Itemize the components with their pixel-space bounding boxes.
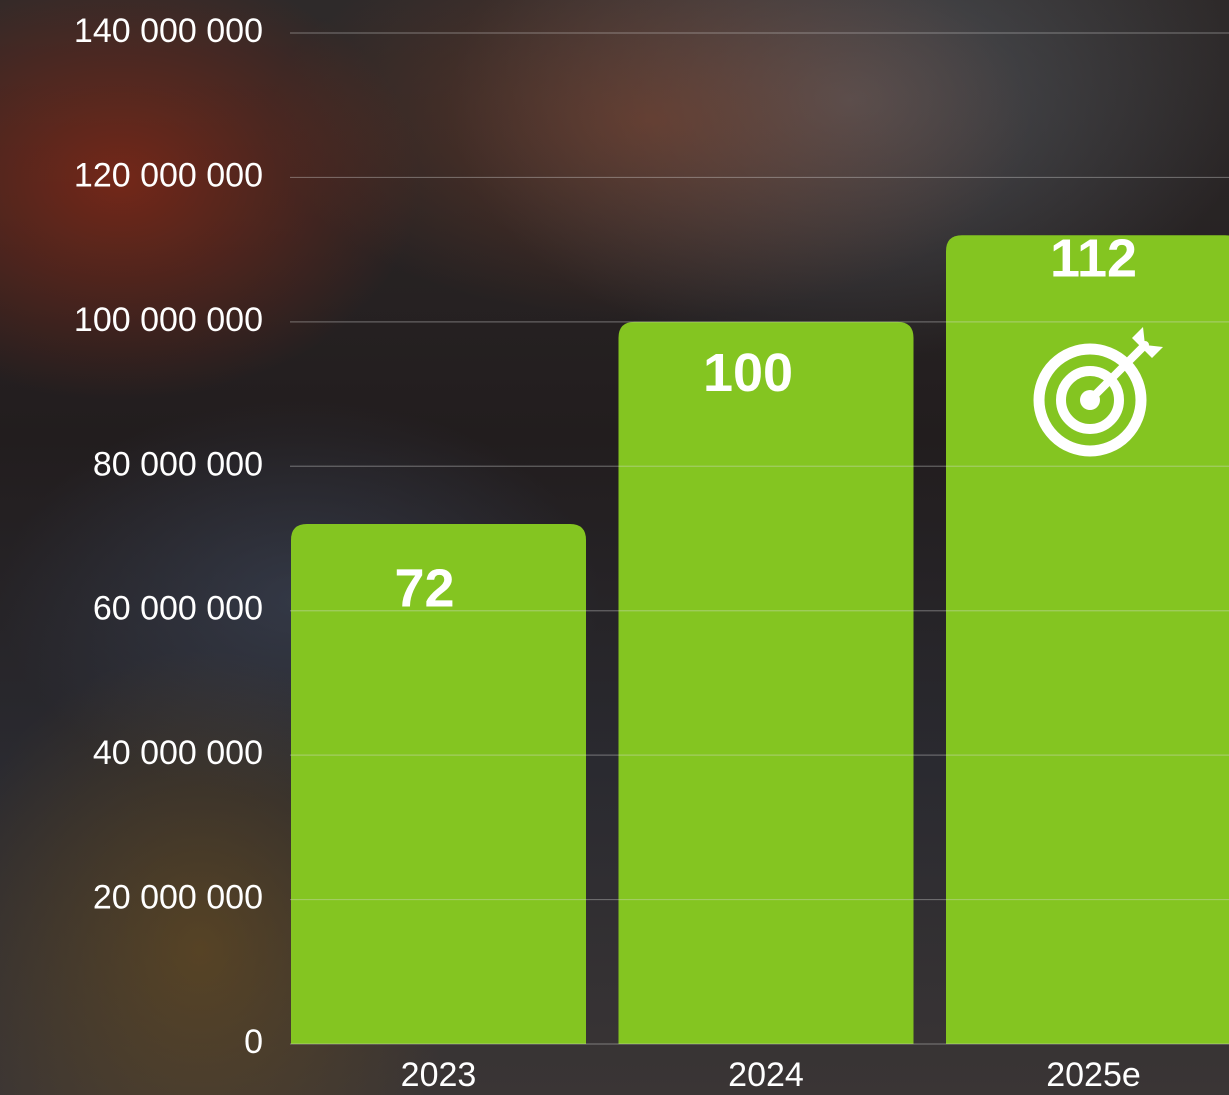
x-tick-label: 2024 — [728, 1056, 804, 1094]
value-label: 112 — [1050, 228, 1137, 288]
page: 0 20 000 000 40 000 000 60 000 000 80 000 00… — [0, 0, 1229, 1095]
value-label: 72 — [394, 558, 454, 618]
x-tick-label: 2023 — [401, 1056, 477, 1094]
y-tick-label: 140 000 000 — [74, 12, 263, 50]
y-tick-label: 40 000 000 — [93, 734, 263, 772]
bar — [946, 235, 1229, 1044]
y-tick-label: 120 000 000 — [74, 156, 263, 194]
y-tick-label: 20 000 000 — [93, 879, 263, 917]
y-tick-label: 100 000 000 — [74, 301, 263, 339]
y-tick-label: 60 000 000 — [93, 590, 263, 628]
x-tick-label: 2025e — [1046, 1056, 1141, 1094]
bar — [619, 322, 914, 1044]
y-tick-label: 0 — [244, 1023, 263, 1061]
value-label: 100 — [703, 343, 793, 403]
chart: 0 20 000 000 40 000 000 60 000 000 80 000 00… — [0, 0, 1229, 1095]
y-tick-label: 80 000 000 — [93, 445, 263, 483]
